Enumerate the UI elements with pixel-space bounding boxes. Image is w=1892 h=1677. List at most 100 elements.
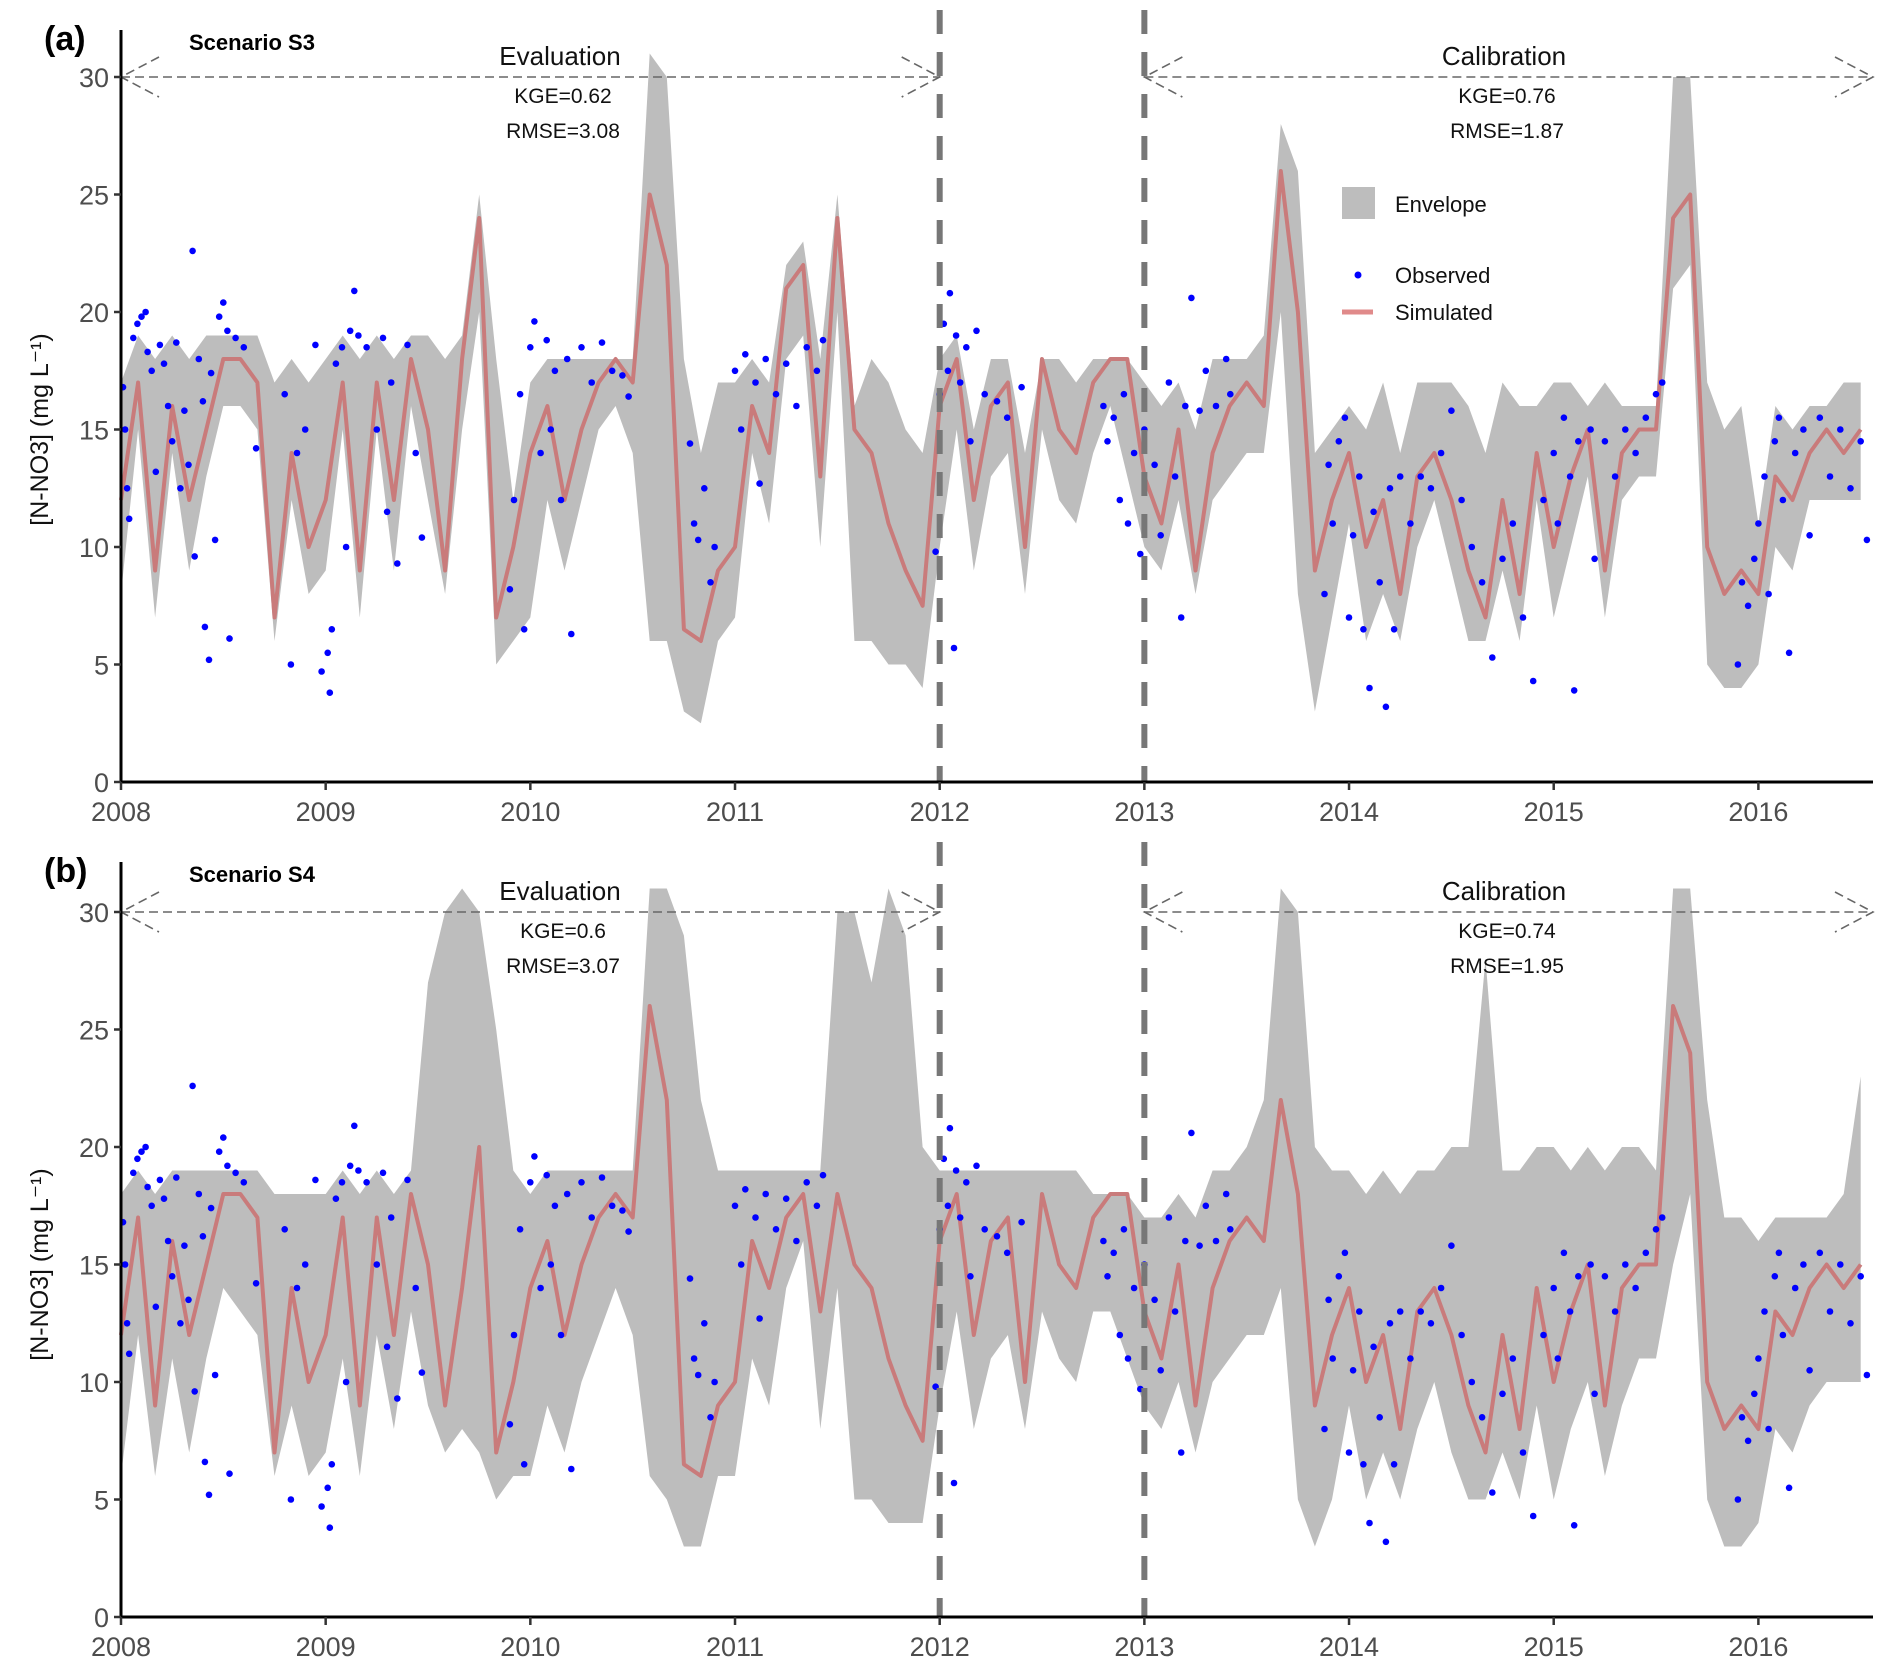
observed-point [737, 426, 745, 433]
observed-point [1376, 1414, 1383, 1421]
observed-point [963, 344, 970, 351]
x-tick-label: 2012 [910, 797, 970, 827]
observed-point [1396, 1308, 1404, 1315]
legend-observed-label: Observed [1395, 263, 1490, 288]
observed-point [281, 1226, 289, 1233]
observed-point [142, 308, 149, 316]
observed-point [1100, 1237, 1107, 1245]
observed-point [1771, 438, 1779, 445]
observed-point [557, 1331, 565, 1339]
observed-point [173, 339, 180, 346]
observed-point [1151, 461, 1158, 469]
observed-point [950, 644, 958, 652]
observed-point [346, 327, 354, 335]
observed-point [531, 1153, 538, 1160]
observed-point [1755, 520, 1762, 527]
observed-point [1366, 684, 1373, 692]
observed-point [160, 360, 168, 368]
observed-point [123, 485, 131, 492]
observed-point [1632, 1284, 1639, 1292]
observed-point [588, 379, 595, 386]
observed-point [967, 438, 974, 445]
observed-point [537, 1284, 544, 1292]
observed-point [232, 334, 239, 342]
observed-point [1407, 520, 1414, 527]
observed-point [324, 1484, 332, 1492]
observed-point [1791, 1284, 1799, 1292]
observed-point [993, 398, 1001, 405]
observed-point [1863, 1371, 1871, 1379]
observed-point [1345, 614, 1353, 621]
observed-point [1847, 1320, 1854, 1327]
x-tick-label: 2014 [1319, 1632, 1379, 1662]
observed-point [1130, 449, 1138, 457]
observed-point [125, 515, 133, 523]
observed-point [125, 1350, 133, 1358]
observed-point [142, 1143, 149, 1151]
observed-point [191, 553, 198, 560]
observed-point [144, 1183, 151, 1191]
observed-point [1550, 1284, 1557, 1292]
observed-point [168, 1273, 176, 1280]
y-tick-label: 0 [94, 1603, 109, 1633]
period-label: Calibration [1442, 876, 1566, 906]
observed-point [373, 1261, 381, 1268]
observed-point [215, 313, 223, 321]
observed-point [1130, 1284, 1138, 1292]
observed-point [944, 367, 952, 375]
panel-label: (a) [44, 20, 86, 58]
observed-point [1509, 1355, 1517, 1362]
observed-point [737, 1261, 745, 1268]
observed-point [686, 1275, 694, 1282]
observed-point [563, 355, 571, 363]
panel-a: Evaluation KGE=0.62 RMSE=3.08 Calibration KG… [26, 10, 1875, 827]
observed-point [1499, 555, 1506, 563]
observed-point [803, 344, 810, 351]
observed-point [563, 1190, 571, 1198]
legend-envelope-label: Envelope [1395, 192, 1487, 217]
observed-point [363, 1179, 370, 1186]
observed-point [1499, 1390, 1506, 1398]
observed-point [1212, 1237, 1220, 1245]
observed-point [1550, 449, 1557, 457]
observed-point [1601, 1273, 1609, 1280]
observed-point [1779, 496, 1787, 504]
x-tick-label: 2010 [500, 1632, 560, 1662]
observed-point [394, 1395, 401, 1402]
observed-point [1188, 1129, 1195, 1137]
observed-point [240, 344, 248, 351]
legend: Envelope Observed Simulated [1342, 187, 1493, 325]
observed-point [301, 1261, 309, 1268]
observed-point [772, 1226, 780, 1233]
observed-point [1407, 1355, 1414, 1362]
observed-point [1165, 1214, 1173, 1221]
observed-point [1785, 1484, 1793, 1492]
observed-point [1110, 414, 1117, 422]
observed-point [418, 534, 426, 541]
period-arrowhead [1834, 891, 1875, 933]
observed-point [373, 426, 381, 433]
y-tick-label: 15 [79, 1251, 109, 1281]
observed-point [418, 1369, 426, 1376]
observed-point [130, 1169, 137, 1177]
observed-point [1529, 1512, 1537, 1520]
observed-point [220, 1134, 227, 1141]
observed-point [205, 1491, 213, 1499]
observed-point [793, 1237, 800, 1245]
observed-point [1738, 1414, 1746, 1421]
observed-point [516, 1226, 524, 1233]
observed-point [793, 402, 800, 410]
observed-point [1196, 1242, 1203, 1249]
observed-point [1165, 379, 1173, 386]
observed-point [568, 1465, 575, 1473]
envelope-band [121, 888, 1861, 1547]
observed-point [1806, 1367, 1813, 1374]
observed-point [1003, 1249, 1011, 1257]
observed-point [1632, 449, 1639, 457]
x-tick-label: 2016 [1728, 1632, 1788, 1662]
y-tick-label: 5 [94, 1486, 109, 1516]
observed-point [1100, 402, 1107, 410]
observed-point [690, 520, 698, 527]
legend-simulated-label: Simulated [1395, 300, 1493, 325]
observed-point [1489, 1489, 1496, 1496]
